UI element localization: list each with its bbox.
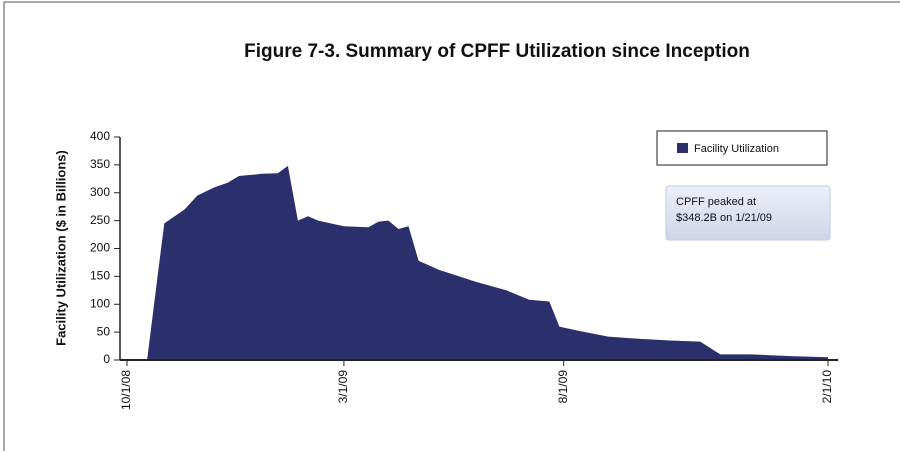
y-tick-label: 300 bbox=[90, 185, 110, 199]
area bbox=[127, 165, 828, 360]
x-tick-label: 2/1/10 bbox=[820, 370, 834, 404]
annotation-text: CPFF peaked at bbox=[676, 196, 756, 208]
legend-label: Facility Utilization bbox=[694, 143, 779, 155]
y-tick-label: 200 bbox=[90, 241, 110, 255]
x-tick-label: 10/1/08 bbox=[119, 370, 133, 410]
annotation-text: $348.2B on 1/21/09 bbox=[676, 212, 772, 224]
y-tick-label: 250 bbox=[90, 213, 110, 227]
y-tick-label: 150 bbox=[90, 269, 110, 283]
y-tick-label: 50 bbox=[97, 324, 111, 338]
y-tick-label: 0 bbox=[103, 352, 110, 366]
annotation-box bbox=[665, 185, 831, 241]
y-tick-label: 100 bbox=[90, 296, 110, 310]
chart-title: Figure 7-3. Summary of CPFF Utilization … bbox=[244, 41, 750, 62]
legend-swatch bbox=[677, 143, 688, 153]
y-tick-label: 350 bbox=[90, 157, 110, 171]
y-axis-label: Facility Utilization ($ in Billions) bbox=[53, 150, 68, 346]
x-tick-label: 3/1/09 bbox=[336, 370, 350, 404]
x-tick-label: 8/1/09 bbox=[556, 370, 570, 404]
y-tick-label: 400 bbox=[90, 129, 110, 143]
